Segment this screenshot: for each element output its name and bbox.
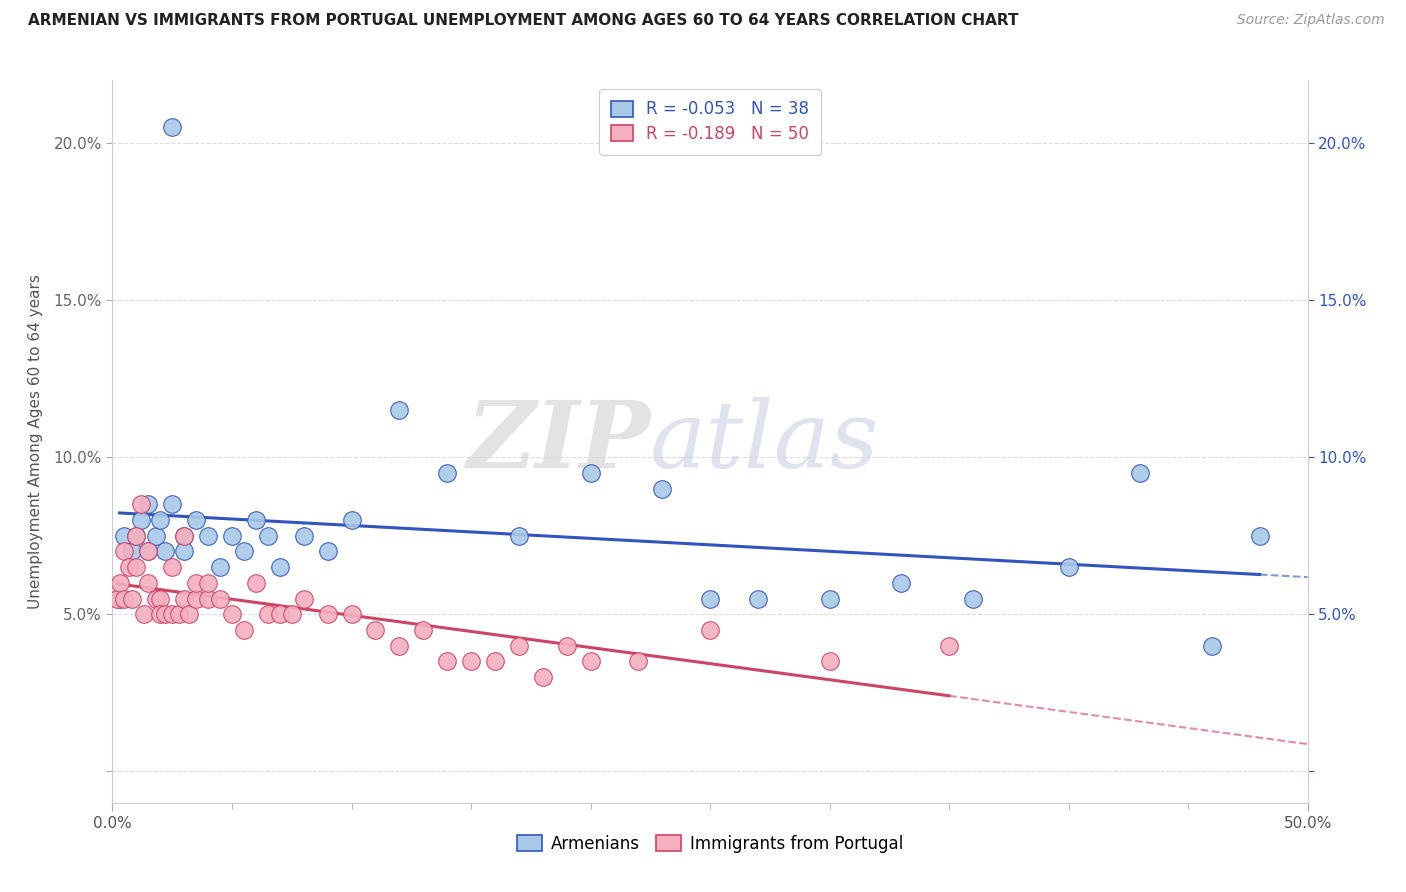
Point [162, 497, 183, 511]
Point [531, 670, 554, 684]
Point [747, 591, 769, 606]
Point [436, 655, 458, 669]
Point [186, 575, 208, 590]
Point [699, 623, 721, 637]
Point [340, 607, 363, 622]
Point [221, 529, 243, 543]
Point [125, 529, 148, 543]
Point [388, 403, 411, 417]
Point [269, 560, 291, 574]
Point [121, 591, 143, 606]
Point [114, 591, 135, 606]
Point [153, 607, 176, 622]
Point [169, 607, 191, 622]
Point [114, 544, 135, 558]
Point [173, 544, 195, 558]
Point [627, 655, 650, 669]
Point [173, 529, 195, 543]
Point [818, 655, 841, 669]
Point [579, 466, 602, 480]
Point [890, 575, 912, 590]
Point [162, 607, 183, 622]
Point [245, 513, 267, 527]
Point [197, 575, 219, 590]
Point [555, 639, 578, 653]
Point [412, 623, 434, 637]
Point [145, 591, 167, 606]
Point [233, 544, 256, 558]
Point [436, 466, 458, 480]
Point [364, 623, 387, 637]
Point [1129, 466, 1152, 480]
Point [129, 497, 152, 511]
Point [108, 575, 131, 590]
Text: ZIP: ZIP [465, 397, 651, 486]
Point [818, 591, 841, 606]
Point [233, 623, 256, 637]
Point [292, 591, 315, 606]
Point [257, 607, 280, 622]
Point [149, 607, 172, 622]
Point [209, 560, 232, 574]
Point [221, 607, 243, 622]
Point [316, 607, 339, 622]
Point [173, 529, 195, 543]
Point [197, 529, 219, 543]
Text: ARMENIAN VS IMMIGRANTS FROM PORTUGAL UNEMPLOYMENT AMONG AGES 60 TO 64 YEARS CORR: ARMENIAN VS IMMIGRANTS FROM PORTUGAL UNE… [28, 13, 1018, 29]
Text: atlas: atlas [651, 397, 880, 486]
Point [186, 591, 208, 606]
Point [316, 544, 339, 558]
Point [149, 513, 172, 527]
Point [292, 529, 315, 543]
Point [121, 544, 143, 558]
Point [388, 639, 411, 653]
Point [209, 591, 232, 606]
Point [173, 591, 195, 606]
Point [257, 529, 280, 543]
Y-axis label: Unemployment Among Ages 60 to 64 years: Unemployment Among Ages 60 to 64 years [28, 274, 42, 609]
Point [699, 591, 721, 606]
Text: Source: ZipAtlas.com: Source: ZipAtlas.com [1237, 13, 1385, 28]
Point [149, 591, 172, 606]
Point [145, 529, 167, 543]
Point [138, 544, 160, 558]
Point [162, 560, 183, 574]
Point [129, 513, 152, 527]
Point [508, 639, 530, 653]
Point [138, 544, 160, 558]
Legend: Armenians, Immigrants from Portugal: Armenians, Immigrants from Portugal [510, 828, 910, 860]
Point [962, 591, 984, 606]
Point [138, 497, 160, 511]
Point [125, 560, 148, 574]
Point [177, 607, 200, 622]
Point [938, 639, 960, 653]
Point [1249, 529, 1271, 543]
Point [460, 655, 482, 669]
Point [125, 529, 148, 543]
Point [245, 575, 267, 590]
Point [269, 607, 291, 622]
Point [651, 482, 673, 496]
Point [186, 513, 208, 527]
Point [484, 655, 506, 669]
Point [281, 607, 304, 622]
Point [105, 591, 128, 606]
Point [340, 513, 363, 527]
Point [138, 575, 160, 590]
Point [1057, 560, 1080, 574]
Point [508, 529, 530, 543]
Point [153, 544, 176, 558]
Point [108, 591, 131, 606]
Point [197, 591, 219, 606]
Point [114, 529, 135, 543]
Point [162, 120, 183, 135]
Point [132, 607, 155, 622]
Point [1201, 639, 1223, 653]
Point [118, 560, 141, 574]
Point [579, 655, 602, 669]
